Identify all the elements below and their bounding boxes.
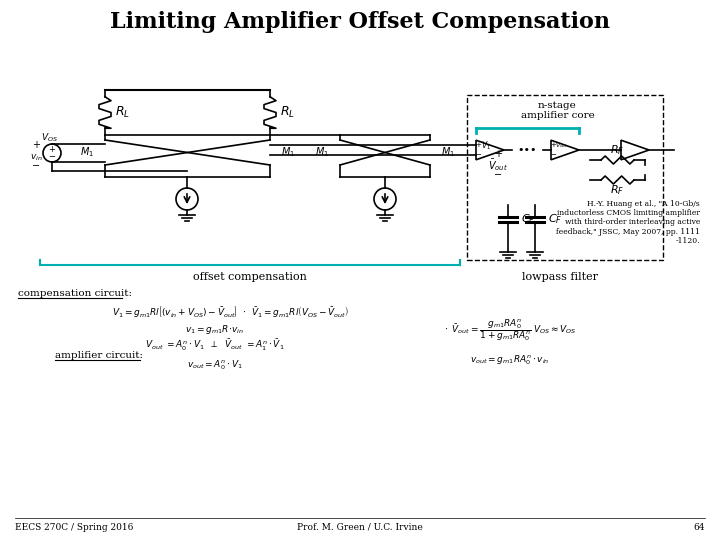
Text: $V_1$: $V_1$	[481, 140, 491, 152]
Text: +: +	[32, 140, 40, 150]
Text: $\cdot \;\; \bar{V}_{out} = \dfrac{g_{m1}RA_0^n}{1+g_{m1}RA_0^n} \; V_{OS} \appr: $\cdot \;\; \bar{V}_{out} = \dfrac{g_{m1…	[444, 317, 577, 343]
Text: $v_{out} = A_0^n \cdot V_1$: $v_{out} = A_0^n \cdot V_1$	[187, 358, 243, 372]
Text: •••: •••	[518, 145, 537, 155]
Polygon shape	[476, 140, 504, 160]
Text: $M_1$: $M_1$	[315, 146, 329, 159]
Text: Prof. M. Green / U.C. Irvine: Prof. M. Green / U.C. Irvine	[297, 523, 423, 531]
Text: $\bar{V}_{out}$: $\bar{V}_{out}$	[488, 157, 508, 173]
Polygon shape	[621, 140, 649, 160]
Text: lowpass filter: lowpass filter	[522, 272, 598, 282]
Text: −: −	[475, 152, 481, 158]
Text: +: +	[48, 145, 55, 154]
Text: $R_F$: $R_F$	[611, 143, 625, 157]
Text: EECS 270C / Spring 2016: EECS 270C / Spring 2016	[15, 523, 133, 531]
Text: $V_1 = g_{m1}Rl\left[(v_{in}+V_{OS})-\bar{V}_{out}\right]$  $\cdot$  $\bar{V}_1 : $V_1 = g_{m1}Rl\left[(v_{in}+V_{OS})-\ba…	[112, 304, 348, 320]
Text: offset compensation: offset compensation	[193, 272, 307, 282]
Text: 64: 64	[693, 523, 705, 531]
Text: $C_F$: $C_F$	[521, 212, 535, 226]
Text: +: +	[494, 149, 502, 159]
Text: $M_1$: $M_1$	[80, 146, 94, 159]
Text: $v_{in}$: $v_{in}$	[30, 153, 42, 163]
Text: −: −	[550, 152, 556, 158]
Text: −: −	[32, 161, 40, 171]
Text: $v_{out} = g_{m1}RA_0^n \cdot v_{in}$: $v_{out} = g_{m1}RA_0^n \cdot v_{in}$	[470, 353, 550, 367]
Text: $v_1 = g_{m1}R\!\cdot\! v_{in}$: $v_1 = g_{m1}R\!\cdot\! v_{in}$	[186, 323, 245, 336]
Text: H.-Y. Huang et al., "A 10-Gb/s
inductorless CMOS limiting amplifier
with third-o: H.-Y. Huang et al., "A 10-Gb/s inductorl…	[556, 200, 700, 245]
Text: +: +	[550, 142, 556, 148]
Text: −: −	[494, 170, 502, 180]
Polygon shape	[551, 140, 579, 160]
Text: $V_{out}$ $= A_0^n \cdot V_1$  $\perp$  $\bar{V}_{out}$ $= A_1^n \cdot \bar{V}_1: $V_{out}$ $= A_0^n \cdot V_1$ $\perp$ $\…	[145, 338, 285, 353]
Text: amplifier circuit:: amplifier circuit:	[55, 350, 143, 360]
Text: $V_{OS}$: $V_{OS}$	[40, 132, 58, 144]
Text: $R_L$: $R_L$	[115, 104, 130, 119]
Text: $R_L$: $R_L$	[280, 104, 295, 119]
Text: $C_F$: $C_F$	[548, 212, 562, 226]
Text: $V_{out}$: $V_{out}$	[555, 141, 569, 151]
Text: n-stage
amplifier core: n-stage amplifier core	[521, 100, 595, 120]
Text: $M_1$: $M_1$	[441, 146, 455, 159]
Text: +: +	[475, 142, 481, 148]
Text: compensation circuit:: compensation circuit:	[18, 288, 132, 298]
Text: $R_F$: $R_F$	[611, 183, 625, 197]
Text: Limiting Amplifier Offset Compensation: Limiting Amplifier Offset Compensation	[110, 11, 610, 33]
Text: −: −	[48, 152, 55, 161]
Text: $M_1$: $M_1$	[281, 146, 295, 159]
